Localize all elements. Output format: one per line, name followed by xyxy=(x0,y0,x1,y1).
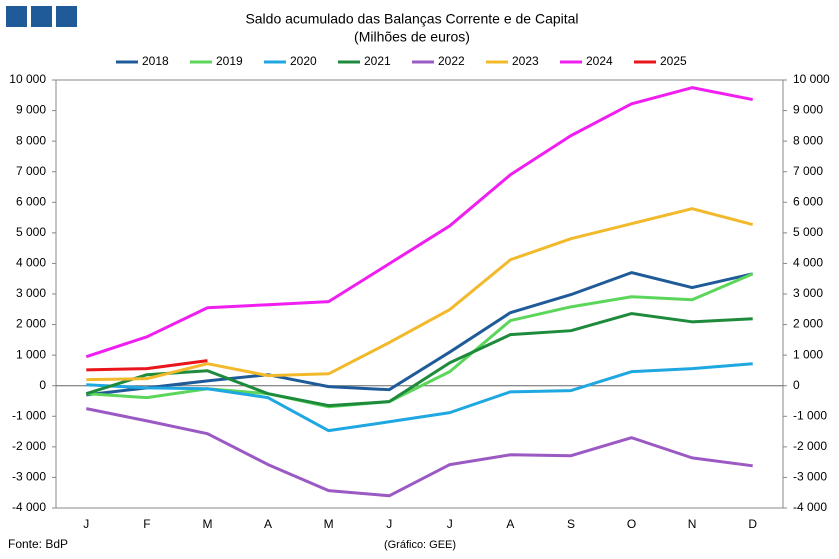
logo-block xyxy=(56,6,77,27)
y2-tick-label: 0 xyxy=(793,378,800,392)
y2-tick-label: 2 000 xyxy=(793,317,823,331)
credit: (Gráfico: GEE) xyxy=(384,539,456,551)
x-tick-label: D xyxy=(748,517,757,531)
x-tick-label: F xyxy=(143,517,150,531)
y2-tick-label: 5 000 xyxy=(793,225,823,239)
series-line xyxy=(86,272,754,409)
x-tick-label: A xyxy=(506,517,514,531)
logo-block xyxy=(31,6,52,27)
legend-label: 2018 xyxy=(142,54,169,68)
y-tick-label: 4 000 xyxy=(16,256,46,270)
x-tick-label: M xyxy=(324,517,334,531)
series-line xyxy=(86,359,208,372)
y-tick-label: 9 000 xyxy=(16,103,46,117)
y2-tick-label: -3 000 xyxy=(793,470,827,484)
y2-tick-label: -4 000 xyxy=(793,500,827,514)
legend-label: 2022 xyxy=(438,54,465,68)
y-tick-label: 6 000 xyxy=(16,194,46,208)
x-tick-label: M xyxy=(202,517,212,531)
y2-tick-label: -1 000 xyxy=(793,408,827,422)
x-tick-label: O xyxy=(627,517,636,531)
chart-subtitle: (Milhões de euros) xyxy=(354,29,470,45)
series-line xyxy=(85,312,753,408)
x-tick-label: J xyxy=(447,517,453,531)
y-tick-label: 7 000 xyxy=(16,164,46,178)
legend-label: 2019 xyxy=(216,54,243,68)
y2-tick-label: 8 000 xyxy=(793,133,823,147)
source: Fonte: BdP xyxy=(8,537,68,551)
logo-block xyxy=(6,6,27,27)
y2-tick-label: 4 000 xyxy=(793,256,823,270)
y2-tick-label: 7 000 xyxy=(793,164,823,178)
y-tick-label: 3 000 xyxy=(16,286,46,300)
legend-label: 2024 xyxy=(586,54,613,68)
y2-tick-label: -2 000 xyxy=(793,439,827,453)
y-tick-label: -3 000 xyxy=(12,470,46,484)
x-tick-label: J xyxy=(83,517,89,531)
y2-tick-label: 6 000 xyxy=(793,194,823,208)
series-line xyxy=(86,271,754,397)
y-tick-label: 1 000 xyxy=(16,347,46,361)
y2-tick-label: 9 000 xyxy=(793,103,823,117)
x-tick-label: S xyxy=(567,517,575,531)
legend-label: 2020 xyxy=(290,54,317,68)
y-tick-label: -4 000 xyxy=(12,500,46,514)
chart-title: Saldo acumulado das Balanças Corrente e … xyxy=(245,11,578,27)
y-tick-label: 8 000 xyxy=(16,133,46,147)
legend-label: 2021 xyxy=(364,54,391,68)
y-tick-label: -1 000 xyxy=(12,408,46,422)
y2-tick-label: 1 000 xyxy=(793,347,823,361)
y-tick-label: 2 000 xyxy=(16,317,46,331)
y2-tick-label: 10 000 xyxy=(793,72,830,86)
y-tick-label: 5 000 xyxy=(16,225,46,239)
y-tick-label: -2 000 xyxy=(12,439,46,453)
series-line xyxy=(86,362,753,433)
y-tick-label: 10 000 xyxy=(9,72,46,86)
series-line xyxy=(85,407,753,498)
plot-frame xyxy=(55,79,784,509)
series-line xyxy=(85,86,753,359)
legend-label: 2025 xyxy=(660,54,687,68)
x-tick-label: J xyxy=(386,517,392,531)
series-line xyxy=(86,207,754,382)
legend-label: 2023 xyxy=(512,54,539,68)
y2-tick-label: 3 000 xyxy=(793,286,823,300)
x-tick-label: N xyxy=(688,517,697,531)
x-tick-label: A xyxy=(264,517,272,531)
y-tick-label: 0 xyxy=(39,378,46,392)
